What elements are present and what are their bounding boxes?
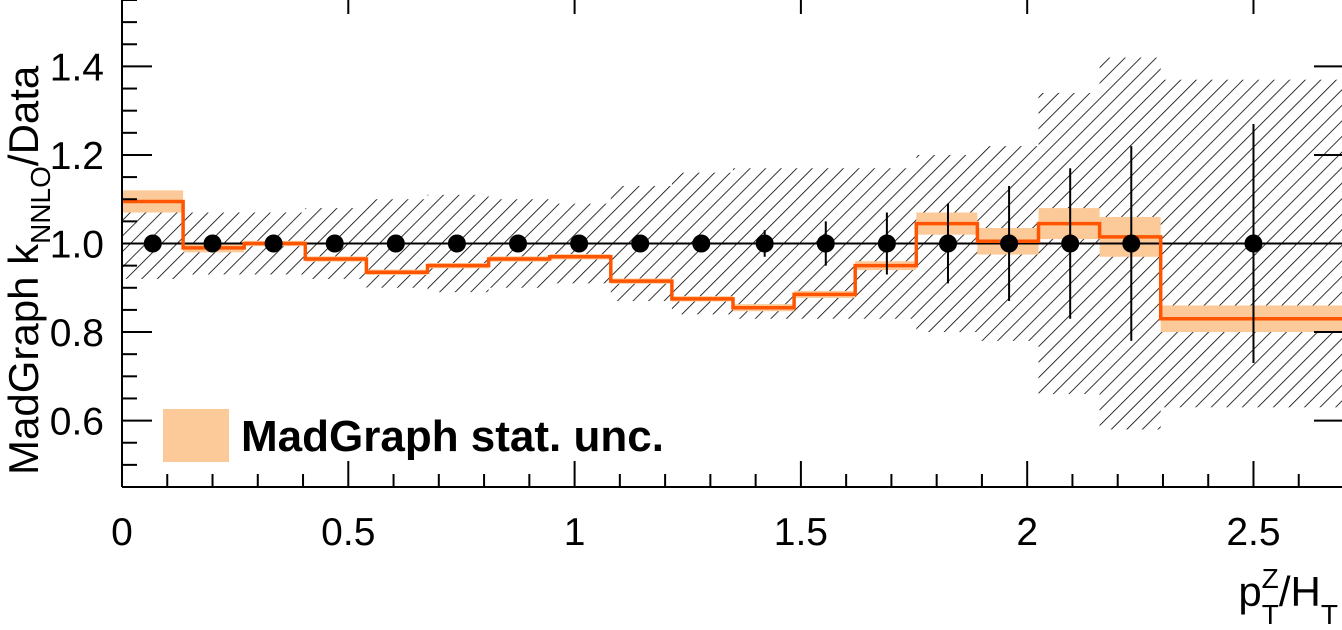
data-point bbox=[264, 234, 283, 253]
y-tick-label: 0.8 bbox=[50, 312, 104, 355]
data-point bbox=[509, 234, 528, 253]
x-tick-label: 0 bbox=[111, 511, 133, 554]
data-point bbox=[1000, 234, 1019, 253]
y-tick-label: 1.0 bbox=[50, 224, 104, 267]
data-point bbox=[447, 234, 466, 253]
x-tick-label: 1 bbox=[564, 511, 586, 554]
x-axis-title-sub2: T bbox=[1321, 599, 1338, 630]
data-point bbox=[631, 234, 650, 253]
data-point bbox=[755, 234, 774, 253]
legend-swatch bbox=[163, 409, 229, 462]
data-point bbox=[325, 234, 344, 253]
y-tick-label: 0.6 bbox=[50, 401, 104, 444]
data-point bbox=[1122, 234, 1141, 253]
x-axis-ticks: 0 0.5 1 1.5 2 2.5 bbox=[111, 0, 1300, 554]
x-tick-label: 2 bbox=[1016, 511, 1038, 554]
svg-text:MadGraph kNNLO/Data: MadGraph kNNLO/Data bbox=[0, 65, 56, 475]
data-point bbox=[143, 234, 162, 253]
y-axis-ticks: 0.6 0.8 1.0 1.2 1.4 bbox=[50, 0, 1342, 466]
y-tick-label: 1.4 bbox=[50, 46, 104, 89]
data-point bbox=[570, 234, 589, 253]
data-point bbox=[1244, 234, 1263, 253]
legend-label: MadGraph stat. unc. bbox=[241, 412, 664, 461]
madgraph-line bbox=[122, 199, 1342, 321]
data-point bbox=[386, 234, 405, 253]
x-tick-label: 0.5 bbox=[321, 511, 375, 554]
y-axis-title-sub: NNLO bbox=[25, 166, 56, 244]
data-point bbox=[1061, 234, 1080, 253]
y-axis-title-post: /Data bbox=[0, 65, 47, 166]
x-axis-title-sub: T bbox=[1262, 599, 1279, 630]
x-axis-title-mid: /H bbox=[1279, 568, 1321, 615]
data-point bbox=[692, 234, 711, 253]
y-axis-title-pre: MadGraph k bbox=[0, 243, 47, 475]
y-tick-label: 1.2 bbox=[50, 135, 104, 178]
legend: MadGraph stat. unc. bbox=[163, 409, 664, 462]
data-point bbox=[877, 234, 896, 253]
x-tick-label: 2.5 bbox=[1226, 511, 1280, 554]
svg-text:pZT/HT: pZ T/HT bbox=[1238, 563, 1338, 630]
data-points bbox=[143, 234, 1263, 253]
x-axis-title-sup: Z bbox=[1262, 563, 1279, 594]
data-point bbox=[203, 234, 222, 253]
x-axis-title: pZ T/HT bbox=[1238, 563, 1338, 630]
x-tick-label: 1.5 bbox=[774, 511, 828, 554]
data-point bbox=[816, 234, 835, 253]
x-axis-title-base: p bbox=[1238, 568, 1261, 615]
data-point bbox=[938, 234, 957, 253]
y-axis-title: MadGraph kNNLO/Data bbox=[0, 65, 56, 475]
